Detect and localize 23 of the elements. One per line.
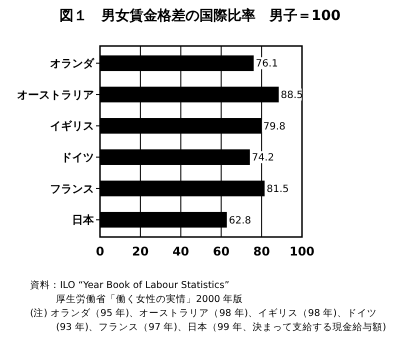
y-tick-label: フランス — [50, 182, 94, 196]
data-label: 62.8 — [228, 215, 252, 226]
data-label: 88.5 — [280, 90, 304, 102]
x-tick-label: 20 — [132, 244, 149, 259]
y-tick-label: オランダ — [50, 57, 95, 70]
x-tick-label: 40 — [172, 244, 190, 259]
x-tick-label: 80 — [253, 244, 270, 259]
chart-title: 図１ 男女賃金格差の国際比率 男子＝100 — [59, 7, 341, 24]
text: 厚生労働省「働く女性の実情」2000 年版 — [56, 293, 244, 305]
x-tick-label: 60 — [212, 244, 230, 259]
x-tick-label: 0 — [96, 244, 104, 259]
text: (注) オランダ（95 年)、オーストラリア（98 年)、イギリス（98 年)、ドイツ — [30, 307, 377, 319]
y-tick-label: イギリス — [50, 120, 94, 133]
y-tick-label: オーストラリア — [17, 88, 94, 102]
y-tick-label: ドイツ — [61, 151, 94, 164]
data-label: 81.5 — [266, 184, 289, 195]
data-label: 74.2 — [252, 152, 274, 164]
data-label: 76.1 — [256, 58, 278, 70]
text: 資料：ILO “Year Book of Labour Statistics” — [30, 279, 230, 291]
data-label: 79.8 — [263, 121, 286, 132]
x-tick-label: 100 — [289, 244, 315, 259]
text: (93 年)、フランス（97 年)、日本（99 年、決まって支給する現金給与額) — [56, 321, 386, 333]
y-tick-label: 日本 — [72, 214, 95, 227]
